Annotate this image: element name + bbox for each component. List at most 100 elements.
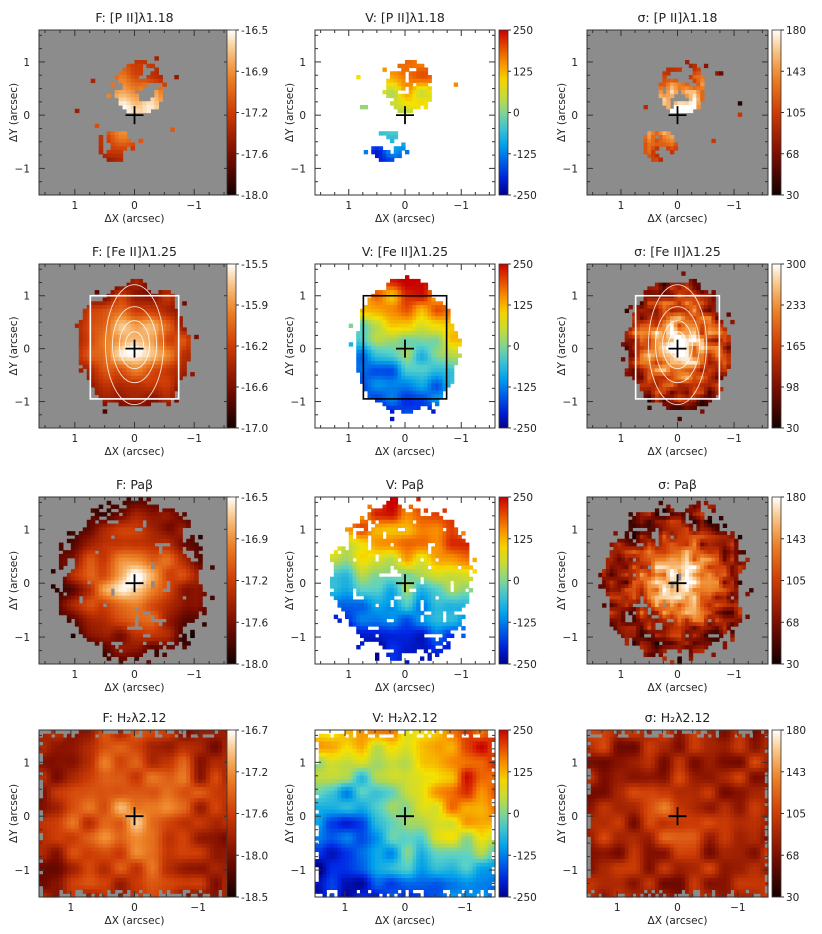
colorbar-tick-label: -17.2 [241,767,268,779]
y-tick-label: 0 [571,110,578,122]
panel-2-0: 1 1 0 0 −1 −1 ΔX (arcsec) ΔY (arcsec) F: Paβ -16.… [8,477,268,694]
x-tick-label: 0 [131,669,138,681]
y-tick-label: −1 [563,163,578,175]
x-tick-label: −1 [726,200,741,212]
ticks [315,264,495,429]
map-pixels [330,497,477,665]
colorbar-tick-label: -17.6 [241,149,268,161]
panel-title: V: Paβ [386,477,424,492]
y-tick-label: 0 [571,811,578,823]
x-tick-label: 1 [71,433,78,445]
colorbar-tick-label: 143 [786,534,806,546]
y-tick-label: −1 [291,163,306,175]
colorbar [498,729,509,898]
field-box [89,294,180,400]
y-tick-label: 0 [23,110,30,122]
panel-title: F: Paβ [116,477,153,492]
y-tick-label: 1 [299,57,306,69]
y-tick-label: 1 [23,291,30,303]
y-tick-label: 0 [299,811,306,823]
x-axis-label: ΔX (arcsec) [648,915,708,927]
contour-3 [105,284,164,406]
y-tick-label: −1 [563,865,578,877]
ticks [586,730,769,898]
colorbar [771,29,782,196]
center-cross [125,106,144,125]
colorbar [498,496,509,665]
x-tick-label: −1 [454,200,469,212]
colorbar-tick-label: -17.6 [241,809,268,821]
colorbar-tick-label: 180 [786,725,806,737]
panel-0-0: 1 1 0 0 −1 −1 ΔX (arcsec) ΔY (arcsec) F: [P II]λ… [8,10,268,225]
panel-2-2: 1 1 0 0 −1 −1 ΔX (arcsec) ΔY (arcsec) σ: Paβ 180 1… [556,477,806,694]
map-pixels [348,275,462,422]
colorbar-tick-label: 0 [513,341,520,353]
colorbar-tick-label: 143 [786,66,806,78]
x-tick-label: 0 [402,902,409,914]
map-pixels [39,730,231,898]
x-tick-label: 1 [345,200,352,212]
map-pixels [315,730,496,898]
x-tick-label: 0 [402,669,409,681]
y-tick-label: 1 [23,757,30,769]
contour-3 [648,284,707,406]
colorbar-tick-label: 0 [513,809,520,821]
colorbar-tick-label: 30 [786,190,799,202]
colorbar-tick-label: 165 [786,341,806,353]
x-axis-label: ΔX (arcsec) [105,213,165,225]
panel-title: F: [Fe II]λ1.25 [92,244,177,259]
ticks [587,264,768,429]
y-axis-label: ΔY (arcsec) [8,551,20,610]
colorbar [226,263,237,429]
y-axis-label: ΔY (arcsec) [8,316,20,375]
x-axis-label: ΔX (arcsec) [105,446,165,458]
x-tick-label: −1 [454,433,469,445]
panel-0-2: 1 1 0 0 −1 −1 ΔX (arcsec) ΔY (arcsec) σ: [P II]λ… [556,10,806,225]
x-tick-label: 0 [674,669,681,681]
colorbar-tick-label: -125 [513,382,537,394]
colorbar [226,729,237,898]
center-cross [396,106,414,125]
colorbar-tick-label: 250 [513,725,533,737]
y-tick-label: 1 [299,524,306,536]
y-tick-label: −1 [15,632,30,644]
y-tick-label: 1 [23,524,30,536]
x-tick-label: −1 [186,200,201,212]
center-cross [668,339,687,358]
colorbar-tick-label: -16.5 [241,492,268,504]
y-tick-label: −1 [15,865,30,877]
x-tick-label: 1 [71,200,78,212]
y-tick-label: −1 [15,163,30,175]
colorbar-tick-label: 125 [513,534,533,546]
colorbar [226,29,237,196]
field-box [634,294,721,400]
center-cross [396,339,414,358]
panel-0-1: 1 1 0 0 −1 −1 ΔX (arcsec) ΔY (arcsec) V: [P II]λ… [284,10,537,225]
colorbar-tick-label: 30 [786,423,799,435]
panel-title: V: [P II]λ1.18 [365,10,445,25]
ticks [587,497,768,665]
center-cross [396,807,414,826]
center-cross [668,807,687,826]
colorbar-tick-label: 105 [786,576,806,588]
colorbar-tick-label: -15.9 [241,300,268,312]
x-axis-label: ΔX (arcsec) [648,682,708,694]
map-pixels [643,60,743,162]
x-tick-label: −1 [454,669,469,681]
y-tick-label: −1 [291,397,306,409]
center-cross [668,106,687,125]
y-tick-label: 1 [571,524,578,536]
colorbar-tick-label: -250 [513,659,537,671]
colorbar-tick-label: -125 [513,617,537,629]
center-cross [396,574,414,593]
map-pixels [74,56,179,162]
center-cross [125,339,144,358]
colorbar-tick-label: -18.0 [241,659,268,671]
colorbar-tick-label: -18.5 [241,892,268,904]
colorbar-tick-label: 143 [786,767,806,779]
colorbar-tick-label: 300 [786,259,806,271]
panel-title: σ: H₂λ2.12 [645,710,711,725]
x-tick-label: −1 [726,433,741,445]
colorbar-tick-label: -250 [513,423,537,435]
